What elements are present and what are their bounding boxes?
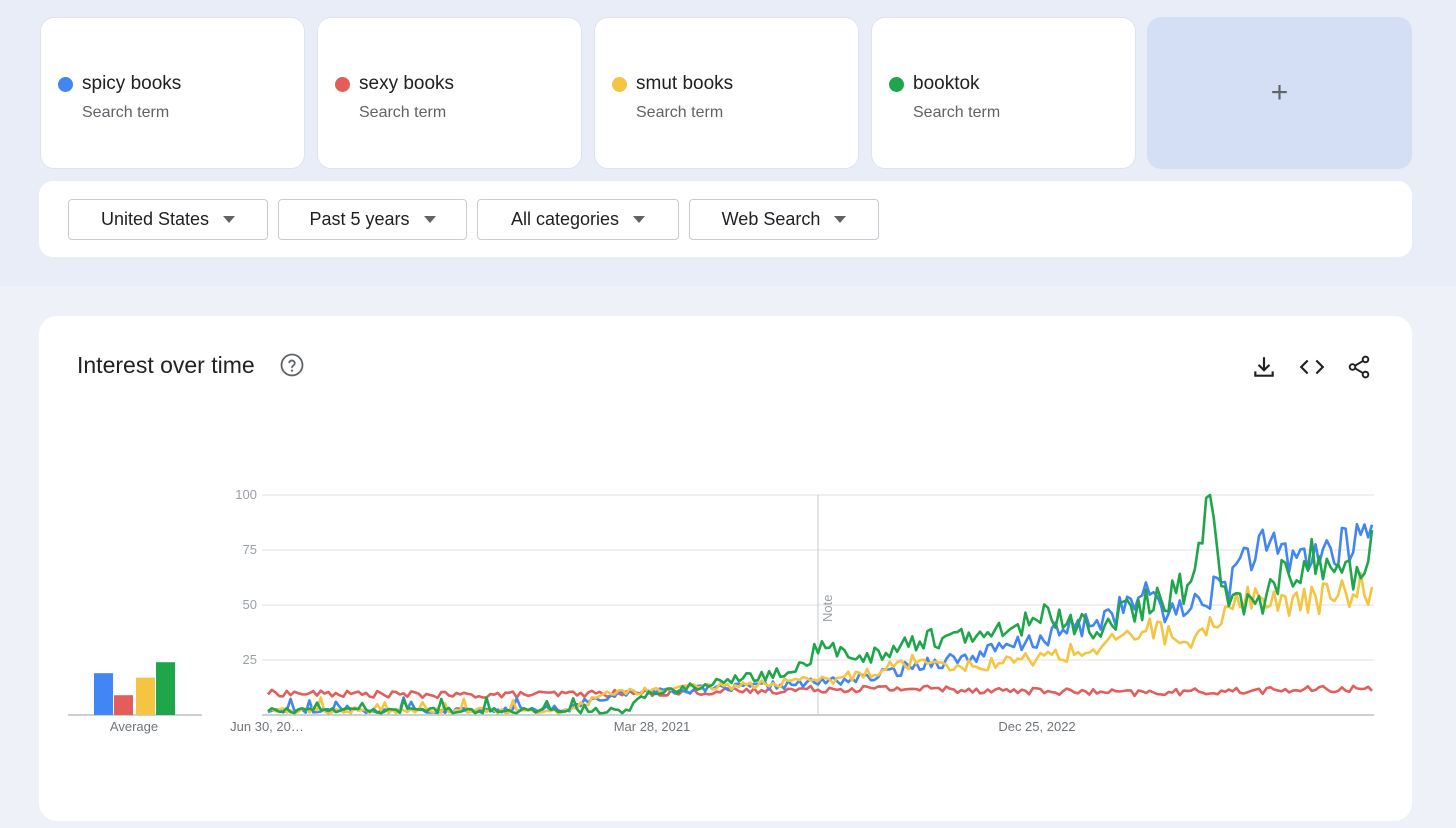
category-value: All categories bbox=[510, 209, 620, 229]
dropdown-arrow-icon bbox=[423, 216, 436, 223]
term-card-booktok[interactable]: booktok Search term bbox=[871, 17, 1136, 169]
region-dropdown[interactable]: United States bbox=[68, 199, 268, 240]
interest-over-time-card: Interest over time bbox=[39, 316, 1412, 821]
embed-icon[interactable] bbox=[1299, 354, 1325, 380]
dropdown-arrow-icon bbox=[633, 216, 646, 223]
series-color-dot bbox=[612, 77, 627, 92]
term-type-label: Search term bbox=[636, 104, 724, 121]
dropdown-arrow-icon bbox=[834, 216, 847, 223]
term-label: sexy books bbox=[359, 73, 455, 94]
term-card-smut-books[interactable]: smut books Search term bbox=[594, 17, 859, 169]
series-color-dot bbox=[58, 77, 73, 92]
chart-title: Interest over time bbox=[77, 352, 255, 378]
search-type-value: Web Search bbox=[721, 209, 821, 229]
category-dropdown[interactable]: All categories bbox=[477, 199, 679, 240]
series-color-dot bbox=[889, 77, 904, 92]
time-range-dropdown[interactable]: Past 5 years bbox=[278, 199, 467, 240]
term-type-label: Search term bbox=[82, 104, 170, 121]
term-type-label: Search term bbox=[359, 104, 447, 121]
add-comparison-button[interactable]: + bbox=[1147, 17, 1412, 169]
filter-bar: United States Past 5 years All categorie… bbox=[39, 181, 1412, 257]
term-label: smut books bbox=[636, 73, 734, 94]
region-value: United States bbox=[100, 209, 210, 229]
share-icon[interactable] bbox=[1346, 354, 1372, 380]
term-card-spicy-books[interactable]: spicy books Search term bbox=[40, 17, 305, 169]
dropdown-arrow-icon bbox=[223, 216, 236, 223]
plus-icon: + bbox=[1270, 76, 1289, 109]
term-card-sexy-books[interactable]: sexy books Search term bbox=[317, 17, 582, 169]
search-type-dropdown[interactable]: Web Search bbox=[689, 199, 879, 240]
time-range-value: Past 5 years bbox=[309, 209, 410, 229]
term-type-label: Search term bbox=[913, 104, 1001, 121]
download-icon[interactable] bbox=[1251, 354, 1277, 380]
series-color-dot bbox=[335, 77, 350, 92]
help-icon[interactable] bbox=[280, 353, 304, 377]
term-label: spicy books bbox=[82, 73, 182, 94]
term-label: booktok bbox=[913, 73, 980, 94]
